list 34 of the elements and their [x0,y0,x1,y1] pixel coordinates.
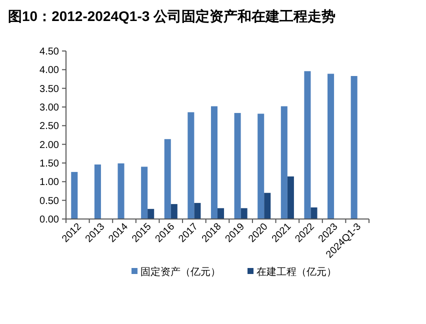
bar [287,176,294,219]
bar [218,208,224,219]
legend-label: 固定资产（亿元） [140,266,220,278]
y-tick-label: 1.50 [40,158,60,170]
bar [170,204,178,219]
bar [141,166,148,219]
bar [258,114,264,219]
y-tick-label: 0.00 [40,214,60,226]
bar [188,112,194,219]
bar [304,71,311,219]
y-tick-label: 3.50 [40,84,60,95]
y-tick-label: 4.50 [40,46,60,58]
bar [310,207,318,219]
chart-title: 图10：2012-2024Q1-3 公司固定资产和在建工程走势 [8,8,336,24]
y-tick-label: 4.00 [40,65,60,76]
bar [234,112,241,219]
bar [240,208,248,219]
bar [194,202,201,219]
bar [118,163,124,219]
legend-label: 在建工程（亿元） [256,266,336,278]
bar [328,74,334,219]
bar [148,208,154,219]
bar [264,192,271,219]
bar [164,139,171,219]
bar [94,164,101,219]
bar [350,76,358,219]
bar [210,106,218,219]
bar [280,106,288,219]
y-tick-label: 1.00 [40,177,60,188]
y-tick-label: 2.50 [40,121,60,132]
y-tick-label: 3.00 [40,102,60,114]
y-tick-label: 0.50 [40,196,60,207]
y-tick-label: 2.00 [40,140,60,151]
bar [71,172,78,219]
